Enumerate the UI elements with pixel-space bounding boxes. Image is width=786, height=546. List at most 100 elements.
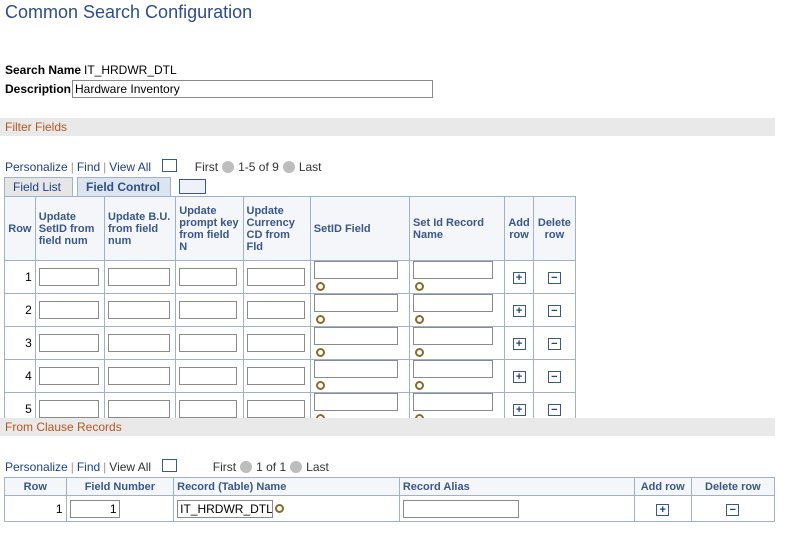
- input[interactable]: [38, 268, 99, 286]
- cell: 1: [65, 495, 175, 522]
- description-label: Description: [5, 82, 72, 96]
- cell: [175, 293, 244, 327]
- row-number: 2: [4, 293, 36, 327]
- find-link[interactable]: Find: [76, 460, 101, 474]
- input[interactable]: [108, 334, 171, 352]
- input[interactable]: [246, 334, 305, 352]
- first-link[interactable]: First: [194, 160, 219, 174]
- prev-icon[interactable]: [222, 161, 235, 173]
- input[interactable]: [413, 294, 494, 312]
- column-header: SetID Field: [309, 196, 411, 261]
- input[interactable]: 1: [69, 499, 120, 518]
- personalize-link[interactable]: Personalize: [5, 460, 68, 474]
- section-bar: From Clause Records: [0, 418, 775, 436]
- input[interactable]: [179, 400, 238, 418]
- column-header: Row: [4, 477, 67, 496]
- input[interactable]: [246, 301, 305, 319]
- input[interactable]: [313, 360, 398, 378]
- cell: [34, 359, 106, 393]
- add-row-button[interactable]: +: [512, 272, 526, 284]
- input[interactable]: [313, 327, 398, 345]
- add-row-button[interactable]: +: [512, 404, 526, 416]
- grid-row: 4 + −: [4, 359, 577, 393]
- input[interactable]: [38, 367, 99, 385]
- lookup-icon[interactable]: [415, 381, 425, 391]
- input[interactable]: [108, 400, 171, 418]
- delete-row-button[interactable]: −: [547, 371, 561, 383]
- cell: [242, 359, 311, 393]
- cell: [104, 359, 177, 393]
- column-header: Record Alias: [398, 477, 635, 496]
- download-icon[interactable]: [162, 459, 178, 472]
- lookup-icon[interactable]: [315, 282, 325, 292]
- lookup-icon[interactable]: [315, 348, 325, 358]
- last-text: Last: [306, 460, 329, 474]
- input[interactable]: [179, 334, 238, 352]
- input[interactable]: [246, 268, 305, 286]
- input[interactable]: [38, 334, 99, 352]
- delete-row-button[interactable]: −: [547, 404, 561, 416]
- delete-row-button[interactable]: −: [547, 305, 561, 317]
- input[interactable]: IT_HRDWR_DTL: [177, 499, 274, 518]
- add-row-button[interactable]: +: [512, 305, 526, 317]
- lookup-icon[interactable]: [415, 348, 425, 358]
- input[interactable]: [179, 301, 238, 319]
- input[interactable]: [413, 261, 494, 279]
- input[interactable]: [246, 367, 305, 385]
- range-text: 1 of 1: [256, 460, 287, 474]
- input[interactable]: [179, 268, 238, 286]
- find-link[interactable]: Find: [76, 160, 101, 174]
- input[interactable]: [402, 499, 519, 518]
- cell: [409, 260, 506, 294]
- delete-row-button[interactable]: −: [547, 272, 561, 284]
- lookup-icon[interactable]: [275, 504, 285, 513]
- add-row-button[interactable]: +: [512, 338, 526, 350]
- input[interactable]: [108, 301, 171, 319]
- input[interactable]: [313, 261, 398, 279]
- input[interactable]: [413, 360, 494, 378]
- header-row: Row Update SetID from field num Update B.U…: [4, 196, 577, 261]
- add-row-button[interactable]: +: [656, 503, 670, 516]
- cell: IT_HRDWR_DTL: [173, 495, 400, 522]
- cell: [34, 260, 106, 294]
- last-link[interactable]: Last: [298, 160, 322, 174]
- input[interactable]: [179, 367, 238, 385]
- view-all-link[interactable]: View All: [109, 160, 152, 174]
- cell: [104, 326, 177, 360]
- input[interactable]: [108, 268, 171, 286]
- lookup-icon[interactable]: [315, 381, 325, 391]
- input[interactable]: [313, 294, 398, 312]
- input[interactable]: [246, 400, 305, 418]
- section-title: Filter Fields: [5, 120, 68, 134]
- input[interactable]: [38, 301, 99, 319]
- cell: [242, 326, 311, 360]
- show-all-tabs-icon[interactable]: [179, 179, 206, 194]
- next-icon[interactable]: [282, 161, 295, 173]
- input[interactable]: [413, 327, 494, 345]
- add-row-button[interactable]: +: [512, 371, 526, 383]
- cell: [175, 326, 244, 360]
- input[interactable]: [313, 393, 398, 411]
- lookup-icon[interactable]: [415, 282, 425, 292]
- download-icon[interactable]: [162, 159, 178, 172]
- cell: [309, 359, 411, 393]
- lookup-icon[interactable]: [415, 315, 425, 325]
- search-name-value: IT_HRDWR_DTL: [84, 63, 177, 77]
- delete-row-button[interactable]: −: [547, 338, 561, 350]
- cell: [242, 260, 311, 294]
- lookup-icon[interactable]: [315, 315, 325, 325]
- input[interactable]: [413, 393, 494, 411]
- personalize-link[interactable]: Personalize: [5, 160, 68, 174]
- tab[interactable]: Field List: [4, 177, 73, 196]
- delete-row-button[interactable]: −: [726, 503, 740, 516]
- input[interactable]: [108, 367, 171, 385]
- cell: [175, 260, 244, 294]
- input[interactable]: [38, 400, 99, 418]
- cell: +: [504, 260, 534, 294]
- cell: [34, 293, 106, 327]
- page-title: Common Search Configuration: [5, 2, 253, 22]
- tab-active[interactable]: Field Control: [77, 177, 171, 196]
- description-input[interactable]: Hardware Inventory: [72, 80, 433, 98]
- grid-row: 1 1 IT_HRDWR_DTL + −: [4, 495, 776, 522]
- search-name-label: Search Name: [5, 63, 82, 77]
